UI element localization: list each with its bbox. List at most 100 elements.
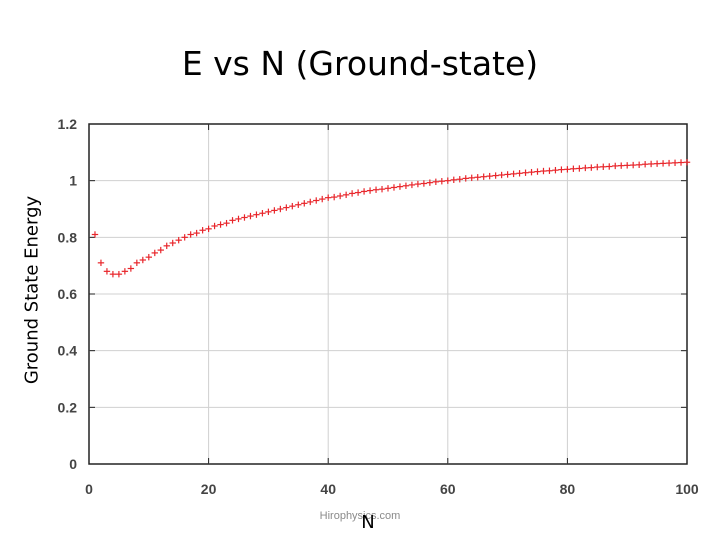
data-point <box>187 231 194 238</box>
y-tick-label: 0.8 <box>58 229 78 245</box>
data-point <box>570 165 577 172</box>
data-point <box>360 188 368 195</box>
y-tick-label: 1 <box>69 173 77 189</box>
chart-title: E vs N (Ground-state) <box>181 44 539 83</box>
data-point <box>199 227 206 234</box>
data-point <box>211 222 218 230</box>
x-tick-label: 80 <box>560 481 576 497</box>
data-point <box>378 185 386 193</box>
data-point <box>462 175 469 182</box>
data-point <box>175 236 182 244</box>
data-point <box>259 210 266 217</box>
data-point <box>641 161 649 168</box>
ticks <box>88 123 688 465</box>
data-points <box>91 159 691 278</box>
data-point <box>205 225 212 233</box>
x-tick-label: 0 <box>85 481 93 497</box>
data-point <box>659 160 667 167</box>
data-point <box>181 234 188 241</box>
data-point <box>618 162 625 169</box>
x-tick-label: 40 <box>320 481 336 497</box>
data-point <box>330 193 338 201</box>
data-point <box>498 171 505 179</box>
data-point <box>522 169 529 176</box>
data-point <box>97 259 105 267</box>
data-point <box>402 182 410 189</box>
x-axis-label: N <box>361 512 375 533</box>
data-point <box>247 212 254 220</box>
data-point <box>683 159 691 166</box>
data-point <box>606 163 613 170</box>
data-point <box>336 192 344 200</box>
y-tick-label: 0.4 <box>58 343 78 359</box>
data-point <box>647 160 655 168</box>
data-point <box>432 178 440 185</box>
data-point <box>223 219 230 227</box>
data-point <box>348 190 356 197</box>
data-point <box>277 205 284 213</box>
data-point <box>342 191 350 199</box>
data-point <box>492 172 499 179</box>
data-point <box>133 259 141 267</box>
data-point <box>552 166 559 174</box>
data-point <box>671 159 679 167</box>
data-point <box>665 159 673 167</box>
y-tick-label: 0 <box>69 456 77 472</box>
data-point <box>115 270 123 278</box>
data-point <box>588 164 595 171</box>
data-point <box>319 195 326 203</box>
tick-labels: 0 20 40 60 80 100 0 0.2 0.4 0.6 0.8 1 1.2 <box>58 116 699 497</box>
data-point <box>163 242 170 250</box>
data-point <box>444 177 451 184</box>
data-point <box>390 184 398 191</box>
data-point <box>121 268 129 275</box>
data-point <box>456 176 463 183</box>
data-point <box>265 208 272 216</box>
data-point <box>438 178 446 185</box>
data-point <box>504 171 511 178</box>
data-point <box>145 253 152 261</box>
data-point <box>283 204 290 211</box>
data-point <box>301 200 308 207</box>
data-point <box>235 215 242 223</box>
data-point <box>426 179 434 186</box>
data-point <box>396 183 404 190</box>
data-point <box>127 265 135 272</box>
y-tick-label: 0.2 <box>58 399 78 415</box>
data-point <box>558 166 565 173</box>
data-point <box>677 159 685 166</box>
data-point <box>289 202 296 210</box>
data-point <box>474 174 481 181</box>
data-point <box>169 239 176 247</box>
grid-lines <box>89 124 687 464</box>
data-point <box>546 167 553 174</box>
data-point <box>468 174 475 182</box>
data-point <box>450 176 457 184</box>
data-point <box>564 166 571 173</box>
data-point <box>624 162 631 169</box>
data-point <box>193 229 200 237</box>
data-point <box>408 181 416 189</box>
data-point <box>594 163 601 171</box>
data-point <box>635 161 643 168</box>
data-point <box>354 189 362 196</box>
data-point <box>307 198 314 206</box>
data-point <box>414 180 422 188</box>
data-point <box>217 221 224 228</box>
data-point <box>480 173 487 180</box>
data-point <box>271 207 278 214</box>
data-point <box>528 168 535 176</box>
x-tick-label: 100 <box>675 481 699 497</box>
y-tick-label: 0.6 <box>58 286 78 302</box>
data-point <box>510 170 517 178</box>
data-point <box>540 167 547 175</box>
data-point <box>325 194 332 201</box>
data-point <box>486 172 493 180</box>
data-point <box>384 185 392 192</box>
data-point <box>420 180 428 187</box>
data-point <box>139 256 147 264</box>
data-point <box>295 201 302 208</box>
x-tick-label: 20 <box>201 481 217 497</box>
y-tick-label: 1.2 <box>58 116 78 132</box>
